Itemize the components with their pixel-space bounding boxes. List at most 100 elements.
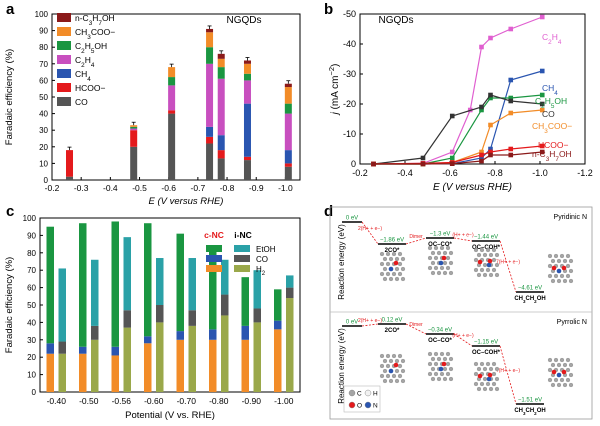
pyridinic-structure-carbon-atom: [550, 258, 556, 264]
data-point: [479, 107, 484, 113]
energy-value: −0.34 eV: [428, 328, 452, 334]
pyrrolic-structure-carbon-atom: [562, 382, 568, 388]
x-tick-label: -0.90: [242, 396, 262, 406]
pyrrolic-structure-carbon-atom: [385, 373, 391, 379]
bar-segment: [91, 339, 99, 392]
pyridinic-structure-carbon-atom: [479, 247, 485, 253]
series-line: [373, 16, 543, 165]
bar-segment: [168, 113, 176, 180]
step-label: 7(H+ + e−): [496, 368, 520, 374]
bar-segment: [243, 156, 251, 161]
y-tick-label: 100: [35, 10, 49, 19]
bar-segment: [217, 158, 225, 180]
pyridinic-structure-carbon-atom: [430, 250, 436, 256]
bar-segment: [91, 325, 99, 340]
bar-segment: [168, 77, 176, 86]
pyridinic-structure-carbon-atom: [565, 273, 571, 279]
pyridinic-structure-carbon-atom: [391, 251, 397, 257]
bar-segment: [91, 259, 99, 326]
pyrrolic-structure-carbon-atom: [568, 362, 574, 368]
pyridinic-structure-carbon-atom: [379, 261, 385, 267]
energy-value: −1.86 eV: [380, 238, 404, 244]
panel-d: d Reaction energy (eV) Reaction energy (eV…: [324, 203, 593, 420]
pyrrolic-structure-carbon-atom: [559, 377, 565, 383]
pyridinic-structure-carbon-atom: [491, 267, 497, 273]
pyrrolic-structure-carbon-atom: [400, 358, 406, 364]
panel-a: a 0 10 20 30 40 50 60 70 80 90 100 -0.2 -0.3 -0.4 -0.5 -…: [4, 1, 301, 207]
bar-segment: [130, 126, 138, 129]
data-point: [508, 152, 514, 158]
pyrrolic-structure-carbon-atom: [433, 361, 439, 367]
legend-label: HCOO−: [75, 83, 106, 93]
bar-segment: [284, 166, 292, 180]
pyrrolic-structure-carbon-atom: [397, 363, 403, 369]
pyrrolic-structure-carbon-atom: [488, 386, 494, 392]
x-axis-label: E (V versus RHE): [433, 182, 512, 193]
pyrrolic-structure-oxygen-atom: [551, 369, 557, 375]
pyridinic-structure-carbon-atom: [559, 273, 565, 279]
bar-segment: [284, 163, 292, 167]
data-point: [539, 143, 545, 149]
y-tick-label: -10: [343, 129, 356, 139]
data-point: [488, 92, 493, 98]
data-point: [420, 155, 426, 161]
panel-label-b: b: [324, 1, 333, 18]
bar-segment: [274, 329, 282, 392]
data-point: [420, 161, 426, 167]
atom-legend-swatch: [348, 389, 356, 397]
pyridinic-structure-carbon-atom: [430, 260, 436, 266]
step-connector: [361, 221, 379, 245]
pathway-name: Pyrrolic N: [557, 319, 587, 326]
data-point: [508, 98, 514, 104]
pyrrolic-structure-carbon-atom: [394, 358, 400, 364]
y-axis-label: Faradaic efficiency (%): [4, 257, 15, 353]
y-axis-label: Reaction energy (eV): [337, 224, 346, 300]
pyrrolic-structure-carbon-atom: [391, 373, 397, 379]
data-point: [479, 158, 484, 164]
pyridinic-structure-oxygen-atom: [487, 258, 493, 264]
data-point: [488, 149, 493, 155]
pyridinic-structure-carbon-atom: [568, 278, 574, 284]
y-tick-label: 10: [27, 371, 36, 380]
pyrrolic-structure-carbon-atom: [479, 361, 485, 367]
pyrrolic-structure-carbon-atom: [445, 371, 451, 377]
pyrrolic-structure-oxygen-atom: [487, 372, 493, 378]
pyrrolic-structure-carbon-atom: [445, 361, 451, 367]
pyrrolic-structure-carbon-atom: [442, 376, 448, 382]
panel-label-d: d: [324, 203, 333, 220]
bar-segment: [243, 73, 251, 81]
bar-segment: [168, 85, 176, 111]
legend-swatch: [206, 255, 222, 262]
pyridinic-structure-carbon-atom: [547, 263, 553, 269]
atom-legend-frame: [343, 385, 381, 413]
x-tick-label: -1.2: [577, 168, 593, 178]
data-point: [449, 161, 455, 166]
legend-swatch: [57, 97, 71, 106]
pyridinic-structure-carbon-atom: [550, 278, 556, 284]
x-tick-label: -0.5: [132, 183, 147, 193]
pyridinic-structure-carbon-atom: [553, 273, 559, 279]
x-tick-label: -0.9: [249, 183, 264, 193]
x-tick-label: -0.4: [103, 183, 118, 193]
state-label: 2CO*: [385, 328, 400, 334]
pyridinic-structure-carbon-atom: [442, 260, 448, 266]
bar-segment: [188, 310, 196, 326]
pyrrolic-structure-carbon-atom: [488, 366, 494, 372]
bar-segment: [241, 277, 249, 326]
pyrrolic-structure-carbon-atom: [394, 368, 400, 374]
state-label: CH3CH2OH: [514, 296, 545, 304]
pyrrolic-structure-carbon-atom: [491, 361, 497, 367]
legend-label: CH3COO−: [75, 27, 115, 41]
pyrrolic-structure-carbon-atom: [553, 377, 559, 383]
pyridinic-structure-carbon-atom: [488, 252, 494, 258]
panel-c: c 0 10 20 30 40 50 60 70 80 90 100 -0.40 -0.50 -0.56 -0…: [4, 203, 301, 421]
pyridinic-structure-carbon-atom: [382, 256, 388, 262]
bar-segment: [130, 125, 138, 127]
pyridinic-structure-carbon-atom: [379, 251, 385, 257]
pyrrolic-structure-carbon-atom: [382, 378, 388, 384]
legend-label: EtOH: [256, 245, 276, 254]
pyridinic-structure-carbon-atom: [494, 252, 500, 258]
pyridinic-structure-carbon-atom: [473, 257, 479, 263]
data-point: [508, 146, 514, 152]
step-connector: [499, 240, 517, 293]
